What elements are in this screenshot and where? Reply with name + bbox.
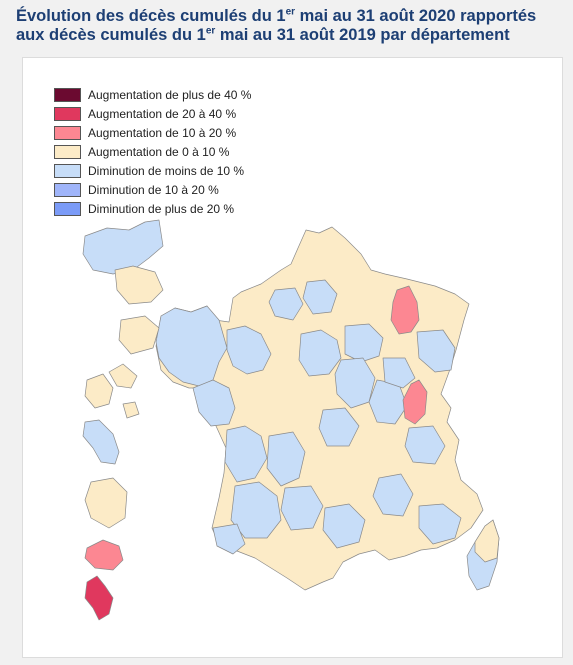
department (344, 323, 384, 363)
department (322, 503, 366, 549)
legend-item: Diminution de moins de 10 % (54, 161, 251, 180)
department (266, 431, 306, 487)
department (224, 425, 268, 483)
legend-label: Diminution de 10 à 20 % (88, 182, 219, 197)
department (372, 473, 414, 517)
legend-swatch (54, 144, 81, 159)
legend-swatch (54, 125, 81, 140)
department (192, 379, 236, 427)
mayotte (84, 575, 114, 621)
map-panel: Augmentation de plus de 40 % Augmentatio… (22, 57, 563, 658)
legend-label: Augmentation de 10 à 20 % (88, 125, 237, 140)
legend-label: Augmentation de 0 à 10 % (88, 144, 230, 159)
overseas-department (84, 373, 114, 409)
overseas-department (82, 419, 120, 465)
department (298, 329, 342, 377)
overseas-department (84, 477, 128, 529)
corsica-north (474, 519, 500, 563)
overseas-department (122, 401, 140, 419)
legend-item: Augmentation de 0 à 10 % (54, 142, 251, 161)
overseas-department (114, 265, 164, 305)
reunion (84, 539, 124, 571)
legend-label: Augmentation de plus de 40 % (88, 87, 252, 102)
legend-swatch (54, 201, 81, 216)
department-highlight (390, 285, 420, 335)
legend-item: Augmentation de 20 à 40 % (54, 104, 251, 123)
department (416, 329, 456, 373)
legend-label: Diminution de plus de 20 % (88, 201, 235, 216)
department-highlight (402, 379, 428, 425)
department (382, 357, 416, 389)
department (212, 523, 246, 555)
map-legend: Augmentation de plus de 40 % Augmentatio… (54, 85, 251, 218)
department (226, 325, 272, 375)
department (155, 305, 228, 387)
legend-item: Augmentation de plus de 40 % (54, 85, 251, 104)
department (334, 357, 376, 409)
overseas-department (82, 219, 164, 275)
legend-swatch (54, 106, 81, 121)
legend-item: Diminution de plus de 20 % (54, 199, 251, 218)
department (268, 287, 304, 321)
legend-label: Diminution de moins de 10 % (88, 163, 245, 178)
overseas-department (108, 363, 138, 389)
department (280, 485, 324, 531)
legend-item: Augmentation de 10 à 20 % (54, 123, 251, 142)
legend-swatch (54, 87, 81, 102)
france-departments-map (82, 219, 500, 621)
legend-swatch (54, 163, 81, 178)
department (230, 481, 282, 539)
legend-swatch (54, 182, 81, 197)
department (318, 407, 360, 447)
department (302, 279, 338, 315)
legend-item: Diminution de 10 à 20 % (54, 180, 251, 199)
department (404, 425, 446, 465)
overseas-department (118, 315, 160, 355)
legend-label: Augmentation de 20 à 40 % (88, 106, 237, 121)
map-title: Évolution des décès cumulés du 1er mai a… (16, 6, 537, 44)
department (418, 503, 462, 545)
